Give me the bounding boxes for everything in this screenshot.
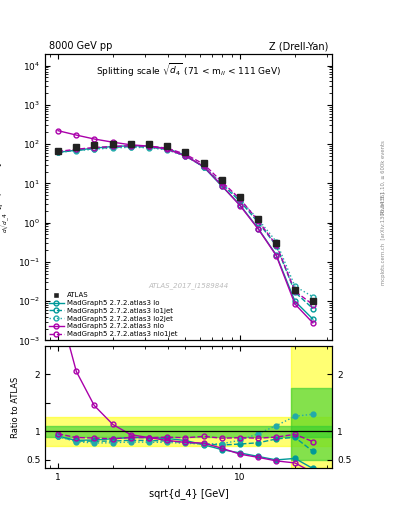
Y-axis label: Ratio to ATLAS: Ratio to ATLAS	[11, 376, 20, 438]
Legend: ATLAS, MadGraph5 2.7.2.atlas3 lo, MadGraph5 2.7.2.atlas3 lo1jet, MadGraph5 2.7.2: ATLAS, MadGraph5 2.7.2.atlas3 lo, MadGra…	[49, 292, 177, 337]
Bar	[45, 417, 332, 445]
Y-axis label: $\frac{d\sigma}{d\sqrt{d\_4}}$ [pb,GeV$^{-1}$]: $\frac{d\sigma}{d\sqrt{d\_4}}$ [pb,GeV$^…	[0, 162, 13, 232]
Bar	[291, 346, 332, 468]
Bar	[291, 389, 332, 460]
Text: ATLAS_2017_I1589844: ATLAS_2017_I1589844	[149, 282, 229, 289]
Bar	[45, 425, 332, 437]
X-axis label: sqrt{d_4} [GeV]: sqrt{d_4} [GeV]	[149, 488, 228, 499]
Text: 8000 GeV pp: 8000 GeV pp	[49, 41, 112, 51]
Text: mcplots.cern.ch  [arXiv:1306.3436]: mcplots.cern.ch [arXiv:1306.3436]	[381, 191, 386, 285]
Text: Splitting scale $\sqrt{d_4}$ (71 < m$_{ll}$ < 111 GeV): Splitting scale $\sqrt{d_4}$ (71 < m$_{l…	[96, 62, 281, 79]
Text: Rivet 3.1.10, ≥ 600k events: Rivet 3.1.10, ≥ 600k events	[381, 140, 386, 214]
Text: Z (Drell-Yan): Z (Drell-Yan)	[269, 41, 328, 51]
